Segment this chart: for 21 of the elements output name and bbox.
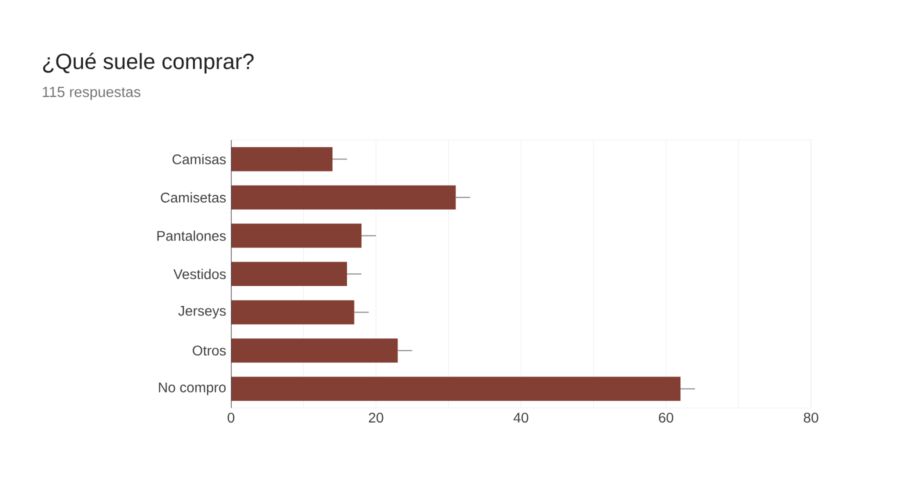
bar	[231, 262, 348, 286]
x-tick-label: 80	[804, 412, 818, 423]
x-tick-label: 60	[658, 412, 674, 423]
y-tick-label: Camisas	[172, 154, 226, 164]
x-tick-label: 0	[228, 412, 234, 423]
bar	[231, 147, 332, 172]
y-tick-label: Jerseys	[178, 306, 226, 319]
y-tick-label: Otros	[192, 346, 226, 356]
chart-title: ¿Qué suele comprar?	[43, 52, 254, 74]
bar	[231, 185, 456, 210]
y-tick-label: No compro	[158, 382, 226, 396]
bar	[231, 338, 398, 363]
x-tick-label: 40	[514, 412, 528, 423]
y-tick-label: Camisetas	[160, 192, 226, 203]
y-tick-label: Pantalones	[157, 230, 226, 241]
bar	[231, 300, 354, 324]
x-tick-label: 20	[368, 412, 384, 423]
text: 115 respuestas	[42, 86, 140, 100]
y-tick-label: Vestidos	[173, 268, 226, 280]
bar	[231, 224, 362, 248]
bar	[231, 376, 680, 401]
